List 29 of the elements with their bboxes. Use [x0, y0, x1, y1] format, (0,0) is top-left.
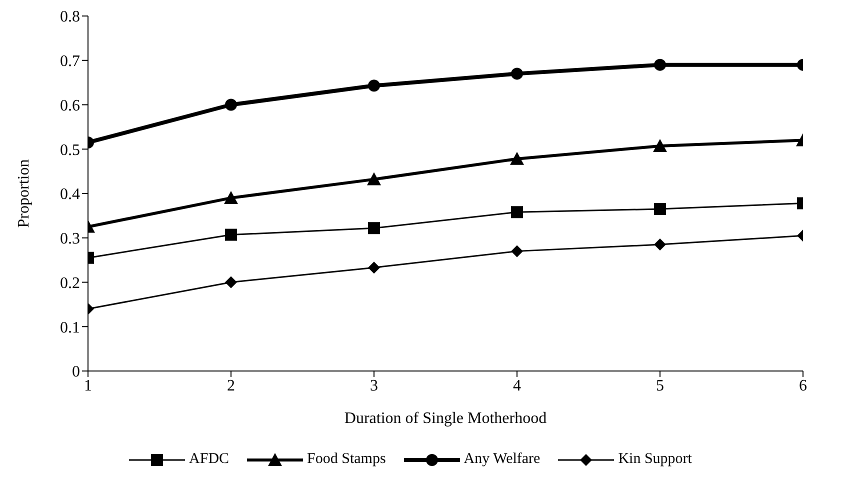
point	[511, 68, 523, 80]
point	[368, 222, 380, 234]
point	[510, 152, 524, 165]
x-axis-title: Duration of Single Motherhood	[344, 410, 547, 427]
x-tick-label: 6	[799, 377, 807, 394]
legend-label: Kin Support	[618, 451, 692, 468]
y-tick-label: 0.7	[60, 53, 80, 70]
x-tick-label: 4	[513, 377, 521, 394]
y-axis-title: Proportion	[16, 159, 33, 228]
legend-label: Any Welfare	[464, 451, 540, 468]
x-tick-label: 3	[370, 377, 378, 394]
x-tick-label: 1	[84, 377, 92, 394]
point	[367, 172, 381, 186]
y-tick-label: 0.8	[60, 8, 80, 26]
point	[511, 245, 523, 258]
y-tick-label: 0.2	[60, 274, 80, 292]
y-tick-label: 0.4	[60, 186, 80, 204]
point	[368, 262, 380, 274]
y-tick-label: 0.1	[60, 319, 80, 336]
x-tick-label: 2	[227, 377, 235, 394]
point	[511, 206, 523, 218]
y-tick-label: 0.5	[60, 142, 80, 159]
y-tick-label: 0	[72, 364, 80, 381]
y-tick-label: 0.6	[60, 97, 80, 114]
x-tick-label: 5	[656, 377, 664, 394]
legend-label: AFDC	[189, 451, 230, 468]
y-tick-label: 0.3	[60, 230, 80, 248]
point	[368, 80, 380, 92]
legend-label: Food Stamps	[307, 451, 386, 468]
